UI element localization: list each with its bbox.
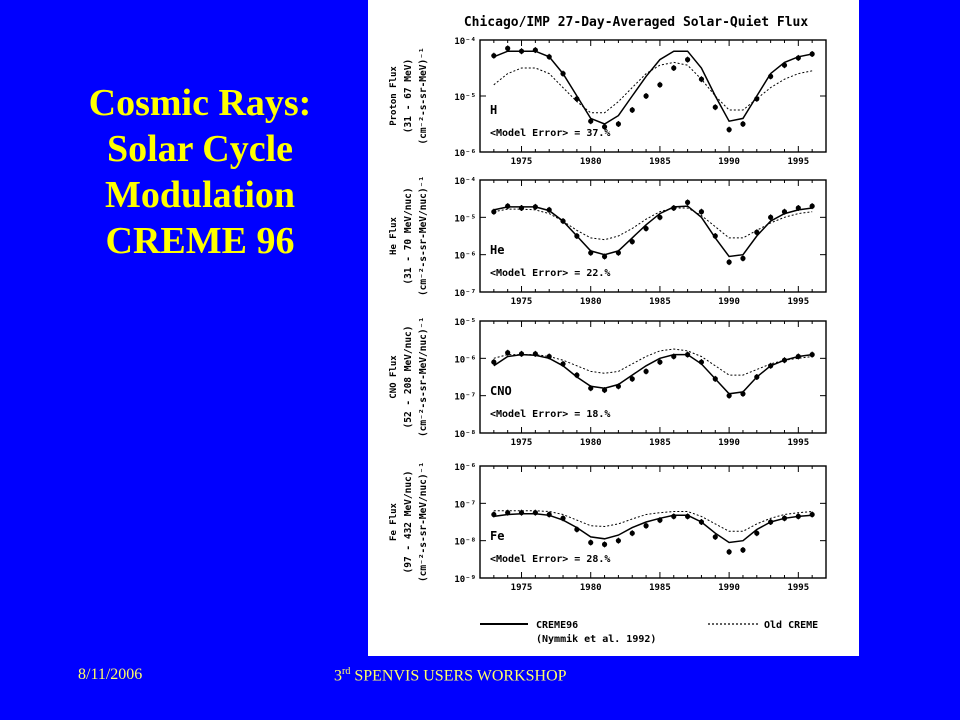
y-tick-label: 10⁻⁶ [454, 355, 476, 365]
footer-event: 3rd SPENVIS USERS WORKSHOP [334, 666, 567, 685]
y-tick-label: 10⁻⁵ [454, 214, 476, 224]
x-tick-label: 1990 [718, 438, 740, 448]
series-creme96 [493, 50, 813, 125]
x-tick-label: 1990 [718, 583, 740, 593]
y-axis-label: (cm⁻²-s-sr-MeV)⁻¹ [418, 47, 429, 144]
y-tick-label: 10⁻⁸ [454, 430, 476, 440]
footer-date: 8/11/2006 [78, 666, 143, 683]
y-tick-label: 10⁻⁶ [454, 463, 476, 473]
panel-frame [479, 179, 827, 293]
x-tick-label: 1995 [787, 583, 809, 593]
y-tick-label: 10⁻⁷ [454, 289, 476, 299]
y-axis-label: (52 - 208 MeV/nuc) [403, 326, 414, 429]
footer-event-rest: SPENVIS USERS WORKSHOP [350, 667, 567, 685]
chart-title: Chicago/IMP 27-Day-Averaged Solar-Quiet … [464, 15, 809, 30]
legend-sublabel-creme96: (Nymmik et al. 1992) [536, 633, 656, 645]
x-tick-label: 1975 [511, 438, 533, 448]
series-old-creme [493, 510, 813, 532]
x-tick-label: 1990 [718, 297, 740, 307]
panel-frame [479, 465, 827, 579]
legend-label-creme96: CREME96 [536, 620, 578, 631]
x-tick-label: 1980 [580, 297, 602, 307]
x-tick-label: 1975 [511, 583, 533, 593]
y-tick-label: 10⁻⁷ [454, 393, 476, 403]
chart-panels: 10⁻⁴ 10⁻⁵ 10⁻⁶ 1975 1980 1985 1990 1995 Proton F… [389, 37, 827, 593]
x-tick-label: 1995 [787, 438, 809, 448]
model-error-annotation: <Model Error> = 18.% [490, 409, 610, 420]
y-tick-label: 10⁻⁵ [454, 93, 476, 103]
series-old-creme [493, 348, 813, 376]
species-label: H [490, 103, 497, 117]
y-tick-label: 10⁻⁵ [454, 318, 476, 328]
slide-title: Cosmic Rays: Solar Cycle Modulation CREM… [40, 80, 360, 264]
x-tick-label: 1975 [511, 297, 533, 307]
series-creme96 [493, 513, 813, 544]
x-tick-label: 1980 [580, 438, 602, 448]
x-tick-label: 1985 [649, 297, 671, 307]
species-label: CNO [490, 384, 512, 398]
series-old-creme [493, 207, 813, 241]
series-creme96 [493, 353, 813, 395]
x-tick-label: 1980 [580, 157, 602, 167]
y-axis-label: (97 - 432 MeV/nuc) [403, 471, 414, 574]
x-tick-label: 1975 [511, 157, 533, 167]
x-tick-label: 1995 [787, 297, 809, 307]
panel-frame [479, 320, 827, 434]
y-axis-label: Fe Flux [389, 502, 399, 541]
series-old-creme [493, 61, 813, 114]
x-tick-label: 1985 [649, 583, 671, 593]
title-line: Cosmic Rays: [88, 82, 312, 124]
y-tick-label: 10⁻⁴ [454, 37, 476, 47]
x-tick-label: 1985 [649, 438, 671, 448]
title-line: Modulation [104, 174, 296, 216]
footer-event-ordinal: 3 [334, 667, 342, 685]
panel-he: 10⁻⁴ 10⁻⁵ 10⁻⁶ 10⁻⁷ 1975 1980 1985 1990 1995 He F… [389, 176, 827, 307]
x-tick-label: 1985 [649, 157, 671, 167]
y-tick-label: 10⁻⁷ [454, 500, 476, 510]
y-tick-label: 10⁻⁹ [454, 575, 476, 585]
y-axis-label: (cm⁻²-s-sr-MeV/nuc)⁻¹ [418, 462, 429, 582]
y-tick-label: 10⁻⁸ [454, 538, 476, 548]
species-label: He [490, 243, 504, 257]
species-label: Fe [490, 529, 504, 543]
y-axis-label: (cm⁻²-s-sr-MeV/nuc)⁻¹ [418, 317, 429, 437]
legend-label-old-creme: Old CREME [764, 620, 818, 631]
model-error-annotation: <Model Error> = 22.% [490, 268, 610, 279]
y-axis-label: He Flux [389, 216, 399, 255]
panel-cno: 10⁻⁵ 10⁻⁶ 10⁻⁷ 10⁻⁸ 1975 1980 1985 1990 1995 CNO … [389, 317, 827, 448]
y-tick-label: 10⁻⁶ [454, 252, 476, 262]
y-axis-label: (31 - 67 MeV) [403, 59, 414, 133]
y-axis-label: (cm⁻²-s-sr-MeV/nuc)⁻¹ [418, 176, 429, 296]
model-error-annotation: <Model Error> = 28.% [490, 554, 610, 565]
chart-legend: CREME96 (Nymmik et al. 1992) Old CREME [480, 620, 818, 645]
y-axis-label: Proton Flux [389, 66, 399, 126]
footer-event-suffix: rd [342, 666, 351, 677]
y-tick-label: 10⁻⁴ [454, 177, 476, 187]
title-line: Solar Cycle [106, 128, 294, 170]
y-axis-label: CNO Flux [389, 355, 399, 399]
series-creme96 [493, 205, 813, 258]
model-error-annotation: <Model Error> = 37.% [490, 128, 610, 139]
flux-figure: Chicago/IMP 27-Day-Averaged Solar-Quiet … [368, 0, 859, 656]
panel-h: 10⁻⁴ 10⁻⁵ 10⁻⁶ 1975 1980 1985 1990 1995 Proton F… [389, 37, 827, 167]
x-tick-label: 1995 [787, 157, 809, 167]
flux-chart: Chicago/IMP 27-Day-Averaged Solar-Quiet … [389, 15, 827, 645]
panel-fe: 10⁻⁶ 10⁻⁷ 10⁻⁸ 10⁻⁹ 1975 1980 1985 1990 1995 Fe F… [389, 462, 827, 593]
x-tick-label: 1990 [718, 157, 740, 167]
title-line: CREME 96 [105, 220, 295, 262]
y-tick-label: 10⁻⁶ [454, 149, 476, 159]
y-axis-label: (31 - 70 MeV/nuc) [403, 187, 414, 284]
x-tick-label: 1980 [580, 583, 602, 593]
